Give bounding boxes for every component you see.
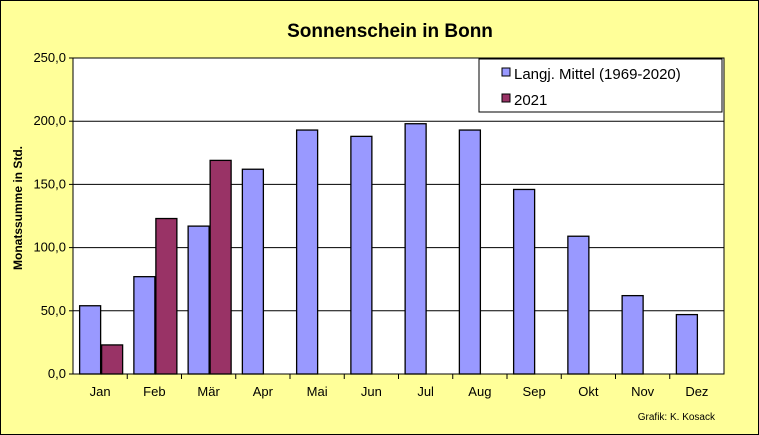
bar-mittel-Aug <box>458 129 482 375</box>
bar-mittel-Jan <box>78 305 102 375</box>
bar-2021-Feb <box>155 217 178 375</box>
grid-lines <box>73 120 724 312</box>
y-tick-label: 0,0 <box>48 366 66 381</box>
bar-2021-Jan <box>100 344 124 375</box>
legend-box <box>478 58 723 113</box>
bar-mittel-Mai <box>295 129 319 375</box>
x-tick-label: Jul <box>417 384 434 399</box>
y-tick-label: 200,0 <box>33 113 66 128</box>
x-tick-label: Jan <box>90 384 111 399</box>
bar-mittel-Sep <box>512 188 536 375</box>
bar-2021-Mär <box>209 159 232 375</box>
legend-label-mittel: Langj. Mittel (1969-2020) <box>514 66 681 83</box>
y-tick-label: 250,0 <box>33 50 66 65</box>
y-axis-label: Monatssumme in Std. <box>11 146 25 270</box>
x-tick-label: Sep <box>523 384 546 399</box>
x-tick-label: Dez <box>685 384 708 399</box>
bar-mittel-Nov <box>621 294 644 375</box>
x-tick-label: Apr <box>253 384 274 399</box>
y-axis-ticks: 0,0 50,0 100,0 150,0 200,0 250,0 <box>33 50 73 381</box>
y-tick-label: 150,0 <box>33 176 66 191</box>
x-tick-label: Mai <box>307 384 328 399</box>
bar-mittel-Feb <box>133 276 156 375</box>
legend-label-2021: 2021 <box>514 92 547 109</box>
bar-mittel-Jul <box>404 123 427 375</box>
legend: Langj. Mittel (1969-2020) 2021 <box>478 58 723 113</box>
bar-mittel-Apr <box>241 168 265 375</box>
bar-mittel-Mär <box>187 225 210 375</box>
x-axis-ticks: Jan Feb Mär Apr Mai Jun Jul Aug Sep Okt Nov Dez <box>90 374 708 399</box>
x-tick-label: Aug <box>468 384 491 399</box>
y-tick-label: 100,0 <box>33 240 66 255</box>
x-tick-label: Jun <box>361 384 382 399</box>
bars <box>78 123 699 375</box>
x-tick-label: Feb <box>143 384 165 399</box>
y-tick-label: 50,0 <box>41 303 66 318</box>
bar-mittel-Dez <box>675 313 699 375</box>
legend-swatch-mittel <box>501 67 511 77</box>
x-tick-label: Okt <box>578 384 599 399</box>
bar-mittel-Jun <box>350 135 373 375</box>
bar-mittel-Okt <box>567 235 590 375</box>
x-tick-label: Mär <box>197 384 220 399</box>
x-tick-label: Nov <box>631 384 655 399</box>
chart-title: Sonnenschein in Bonn <box>287 21 493 42</box>
legend-swatch-2021 <box>501 93 511 103</box>
credit-text: Grafik: K. Kosack <box>638 412 716 423</box>
